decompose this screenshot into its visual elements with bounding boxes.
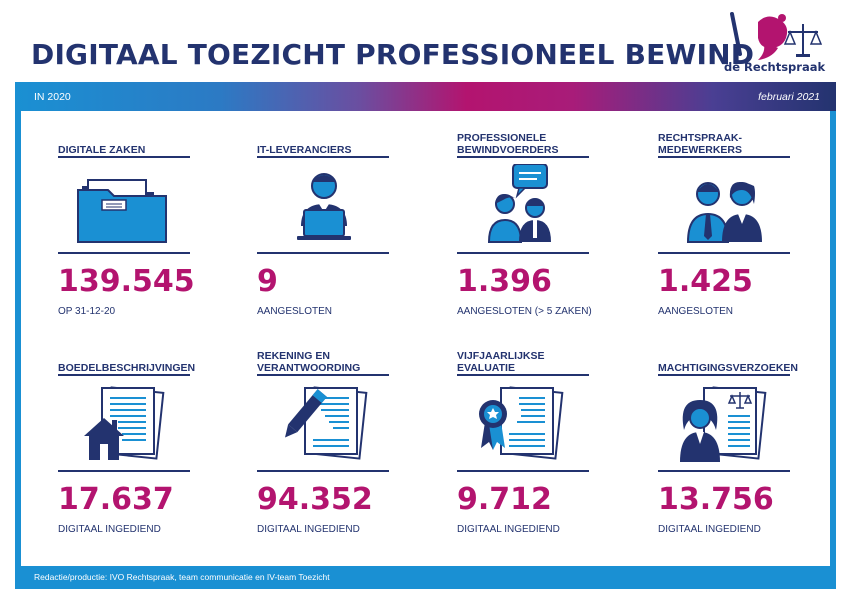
staff-icon [686, 182, 762, 243]
card-machtigingsverzoeken: MACHTIGINGSVERZOEKEN 13.756 DIGITAAL ING… [658, 346, 798, 546]
content-frame [15, 111, 836, 589]
card-boedelbeschrijvingen: BOEDELBESCHRIJVINGEN 17.637 DIGITAAL ING… [58, 346, 198, 546]
card-value: 17.637 [58, 482, 174, 517]
card-label: RECHTSPRAAK- MEDEWERKERS [658, 132, 743, 156]
card-subtext: AANGESLOTEN [658, 306, 734, 317]
card-label: REKENING EN VERANTWOORDING [257, 350, 361, 374]
card-value: 9.712 [457, 482, 552, 517]
card-subtext: DIGITAAL INGEDIEND [658, 524, 761, 535]
card-it-leveranciers: IT-LEVERANCIERS 9 AANGESLOTEN [257, 128, 397, 328]
card-value: 94.352 [257, 482, 373, 517]
card-digitale-zaken: DIGITALE ZAKEN 139.545 OP 31-12-20 [58, 128, 198, 328]
card-professionele-bewindvoerders: PROFESSIONELE BEWINDVOERDERS 1.396 AANGE… [457, 128, 597, 328]
card-rekening-en-verantwoording: REKENING EN VERANTWOORDING 94.352 DIGITA… [257, 346, 397, 546]
card-value: 1.396 [457, 264, 552, 299]
header-band [15, 82, 836, 111]
card-value: 1.425 [658, 264, 753, 299]
card-value: 9 [257, 264, 278, 299]
footer-credit: Redactie/productie: IVO Rechtspraak, tea… [34, 572, 330, 582]
card-label: DIGITALE ZAKEN [58, 144, 146, 156]
rechtspraak-logo-icon [730, 12, 822, 60]
folder-icon [77, 179, 167, 243]
card-label: IT-LEVERANCIERS [257, 144, 352, 156]
award-document-icon [479, 386, 564, 460]
footer-bar [15, 566, 836, 589]
card-subtext: AANGESLOTEN (> 5 ZAKEN) [457, 306, 592, 317]
card-subtext: AANGESLOTEN [257, 306, 333, 317]
card-subtext: OP 31-12-20 [58, 306, 116, 317]
logo-text: de Rechtspraak [724, 60, 826, 74]
card-label: MACHTIGINGSVERZOEKEN [658, 362, 799, 374]
laptop-user-icon [297, 173, 351, 240]
judge-document-icon [680, 386, 767, 462]
card-label: PROFESSIONELE BEWINDVOERDERS [457, 132, 559, 156]
house-document-icon [84, 386, 165, 460]
page-title: DIGITAAL TOEZICHT PROFESSIONEEL BEWIND [31, 38, 755, 71]
card-value: 139.545 [58, 264, 195, 299]
date-label: februari 2021 [758, 91, 820, 103]
card-subtext: DIGITAAL INGEDIEND [457, 524, 560, 535]
card-subtext: DIGITAAL INGEDIEND [58, 524, 161, 535]
card-label: BOEDELBESCHRIJVINGEN [58, 362, 196, 374]
card-subtext: DIGITAAL INGEDIEND [257, 524, 360, 535]
pen-document-icon [285, 386, 368, 460]
card-label: VIJFJAARLIJKSE EVALUATIE [457, 350, 545, 374]
people-chat-icon [487, 164, 551, 243]
card-rechtspraak-medewerkers: RECHTSPRAAK- MEDEWERKERS 1.425 AANGESLOT… [658, 128, 798, 328]
card-vijfjaarlijkse-evaluatie: VIJFJAARLIJKSE EVALUATIE 9.712 DIGITAAL … [457, 346, 597, 546]
card-value: 13.756 [658, 482, 774, 517]
period-label: IN 2020 [34, 91, 71, 103]
